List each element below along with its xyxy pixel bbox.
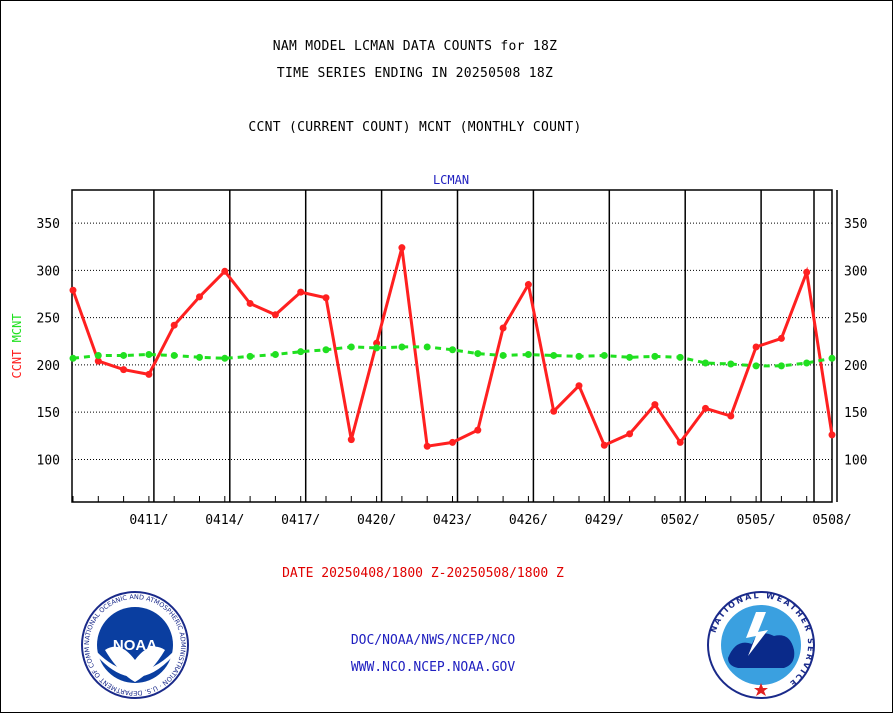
data-point-mcnt — [246, 352, 254, 360]
x-tick-label: 0411/ — [129, 513, 168, 528]
y-axis-label-part: CCNT — [10, 350, 24, 379]
data-point-ccnt — [777, 334, 785, 342]
data-point-ccnt — [575, 382, 583, 390]
x-tick-label: 0505/ — [737, 513, 776, 528]
data-point-ccnt — [398, 244, 406, 252]
y-tick-label-left: 150 — [37, 406, 60, 421]
data-point-mcnt — [69, 354, 77, 362]
data-point-mcnt — [221, 354, 229, 362]
y-tick-label-right: 100 — [844, 453, 867, 468]
data-point-mcnt — [170, 351, 178, 359]
data-point-ccnt — [550, 407, 558, 415]
data-point-mcnt — [196, 353, 203, 361]
data-point-mcnt — [271, 351, 279, 359]
y-tick-label-left: 300 — [37, 264, 60, 279]
data-point-ccnt — [474, 426, 482, 434]
data-point-mcnt — [575, 352, 583, 360]
data-point-mcnt — [828, 354, 836, 362]
x-tick-label: 0417/ — [281, 513, 320, 528]
plot-panel-title: LCMAN — [433, 173, 469, 187]
data-point-mcnt — [423, 343, 431, 351]
data-point-ccnt — [170, 321, 178, 329]
y-tick-label-right: 350 — [844, 217, 867, 232]
data-point-mcnt — [474, 350, 482, 358]
data-point-ccnt — [221, 267, 229, 275]
data-point-mcnt — [297, 348, 305, 356]
data-point-ccnt — [828, 431, 836, 439]
data-point-ccnt — [347, 436, 355, 444]
y-tick-label-left: 250 — [37, 312, 60, 327]
data-point-ccnt — [145, 370, 153, 378]
data-point-mcnt — [702, 359, 709, 367]
data-point-ccnt — [120, 366, 128, 374]
data-point-mcnt — [398, 343, 406, 351]
data-point-ccnt — [499, 324, 507, 332]
data-point-ccnt — [271, 311, 279, 319]
data-point-mcnt — [651, 352, 659, 360]
y-tick-label-right: 200 — [844, 359, 867, 374]
noaa-logo-text: NOAA — [113, 637, 157, 654]
chart-title-line-2: TIME SERIES ENDING IN 20250508 18Z — [276, 66, 554, 81]
x-tick-label: 0420/ — [357, 513, 396, 528]
data-point-ccnt — [626, 430, 634, 438]
data-point-mcnt — [626, 353, 634, 361]
data-point-mcnt — [449, 346, 456, 354]
date-range-label: DATE 20250408/1800 Z-20250508/1800 Z — [282, 566, 564, 581]
data-point-ccnt — [297, 288, 305, 296]
nws-logo-icon: NATIONAL WEATHER SERVICE — [707, 591, 815, 699]
data-point-mcnt — [347, 343, 355, 351]
chart-title-line-1: NAM MODEL LCMAN DATA COUNTS for 18Z — [272, 39, 558, 54]
plot-area-frame — [71, 189, 833, 503]
data-point-ccnt — [449, 438, 456, 446]
data-point-mcnt — [373, 344, 381, 352]
data-point-ccnt — [651, 401, 659, 409]
data-point-mcnt — [145, 351, 153, 359]
x-tick-label: 0426/ — [509, 513, 548, 528]
noaa-logo-icon: NOAA NATIONAL OCEANIC AND ATMOSPHERIC AD… — [80, 590, 189, 699]
data-point-ccnt — [727, 412, 735, 420]
x-tick-label: 0502/ — [661, 513, 700, 528]
chart-title-line-3: CCNT (CURRENT COUNT) MCNT (MONTHLY COUNT… — [248, 120, 582, 135]
y-tick-label-right: 150 — [844, 406, 867, 421]
data-point-ccnt — [702, 404, 709, 412]
data-point-mcnt — [676, 353, 684, 361]
data-point-ccnt — [94, 357, 102, 365]
x-tick-label: 0508/ — [812, 513, 851, 528]
data-point-ccnt — [423, 442, 431, 450]
data-point-mcnt — [120, 351, 128, 359]
org-label: DOC/NOAA/NWS/NCEP/NCO — [350, 633, 516, 648]
data-point-ccnt — [196, 293, 203, 301]
website-link[interactable]: WWW.NCO.NCEP.NOAA.GOV — [350, 660, 516, 675]
data-point-ccnt — [803, 268, 811, 276]
y-axis-label-part: MCNT — [10, 313, 24, 349]
data-point-mcnt — [727, 360, 735, 368]
y-tick-label-right: 300 — [844, 264, 867, 279]
data-point-ccnt — [322, 294, 330, 302]
data-point-ccnt — [752, 343, 760, 351]
data-point-mcnt — [550, 351, 558, 359]
y-axis-label: CCNT MCNT — [10, 313, 24, 378]
data-point-ccnt — [246, 299, 254, 307]
data-point-mcnt — [752, 362, 760, 370]
x-tick-label: 0429/ — [585, 513, 624, 528]
data-point-mcnt — [600, 351, 608, 359]
data-point-mcnt — [803, 359, 811, 367]
data-point-ccnt — [524, 281, 532, 289]
y-tick-label-left: 350 — [37, 217, 60, 232]
data-point-mcnt — [322, 346, 330, 354]
x-tick-label: 0423/ — [433, 513, 472, 528]
y-tick-label-left: 200 — [37, 359, 60, 374]
data-point-mcnt — [524, 351, 532, 359]
data-point-mcnt — [499, 351, 507, 359]
data-point-mcnt — [777, 362, 785, 370]
y-tick-label-left: 100 — [37, 453, 60, 468]
data-point-ccnt — [600, 441, 608, 449]
data-point-ccnt — [676, 438, 684, 446]
data-point-ccnt — [69, 286, 77, 294]
y-tick-label-right: 250 — [844, 312, 867, 327]
x-tick-label: 0414/ — [205, 513, 244, 528]
data-point-mcnt — [94, 351, 102, 359]
